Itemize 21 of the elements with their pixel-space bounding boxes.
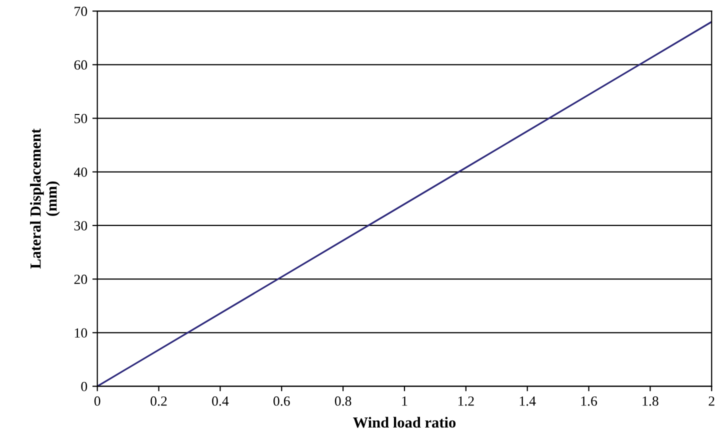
y-tick-label: 60: [74, 60, 88, 70]
x-tick-label: 0.8: [334, 396, 352, 406]
y-tick-label: 30: [74, 221, 88, 230]
x-tick-label: 2: [708, 396, 714, 406]
x-axis-title: Wind load ratio: [353, 416, 456, 428]
x-tick-label: 0.4: [212, 396, 229, 406]
x-tick-label: 0: [94, 396, 100, 406]
x-tick-label: 1.4: [520, 396, 536, 406]
y-axis-title: Lateral Displacement (mm): [30, 128, 60, 269]
x-tick-label: 1.2: [458, 396, 474, 406]
y-tick-label: 70: [74, 6, 88, 16]
y-tick-label: 10: [74, 328, 88, 338]
y-tick-label: 40: [74, 167, 88, 177]
x-tick-label: 0.2: [150, 396, 167, 406]
y-tick-label: 50: [74, 114, 88, 124]
y-tick-label: 0: [81, 382, 88, 392]
y-tick-label: 20: [74, 274, 88, 284]
x-tick-label: 1: [402, 396, 408, 406]
x-tick-label: 1.8: [642, 396, 658, 406]
x-tick-label: 1.6: [581, 396, 598, 406]
x-tick-label: 0.6: [273, 396, 290, 406]
